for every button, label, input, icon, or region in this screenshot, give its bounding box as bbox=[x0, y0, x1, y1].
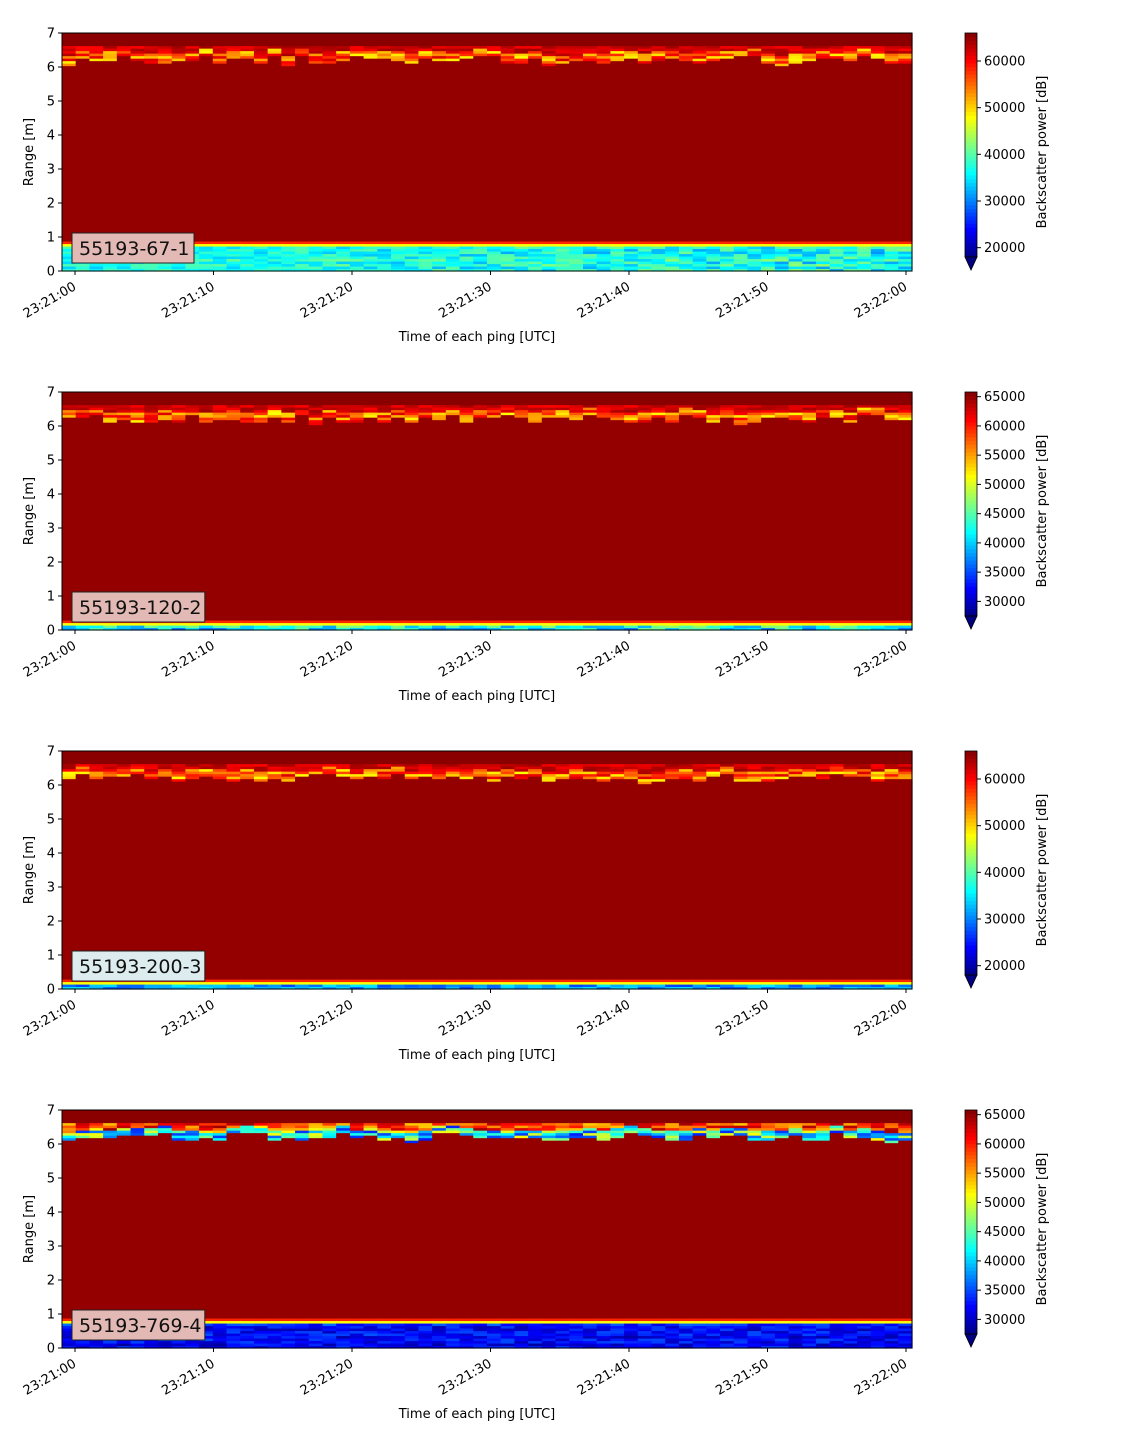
heatmap-panel-1: 0123456723:21:00 23:21:10 23:21:20 23:21:30… bbox=[21, 27, 1050, 346]
